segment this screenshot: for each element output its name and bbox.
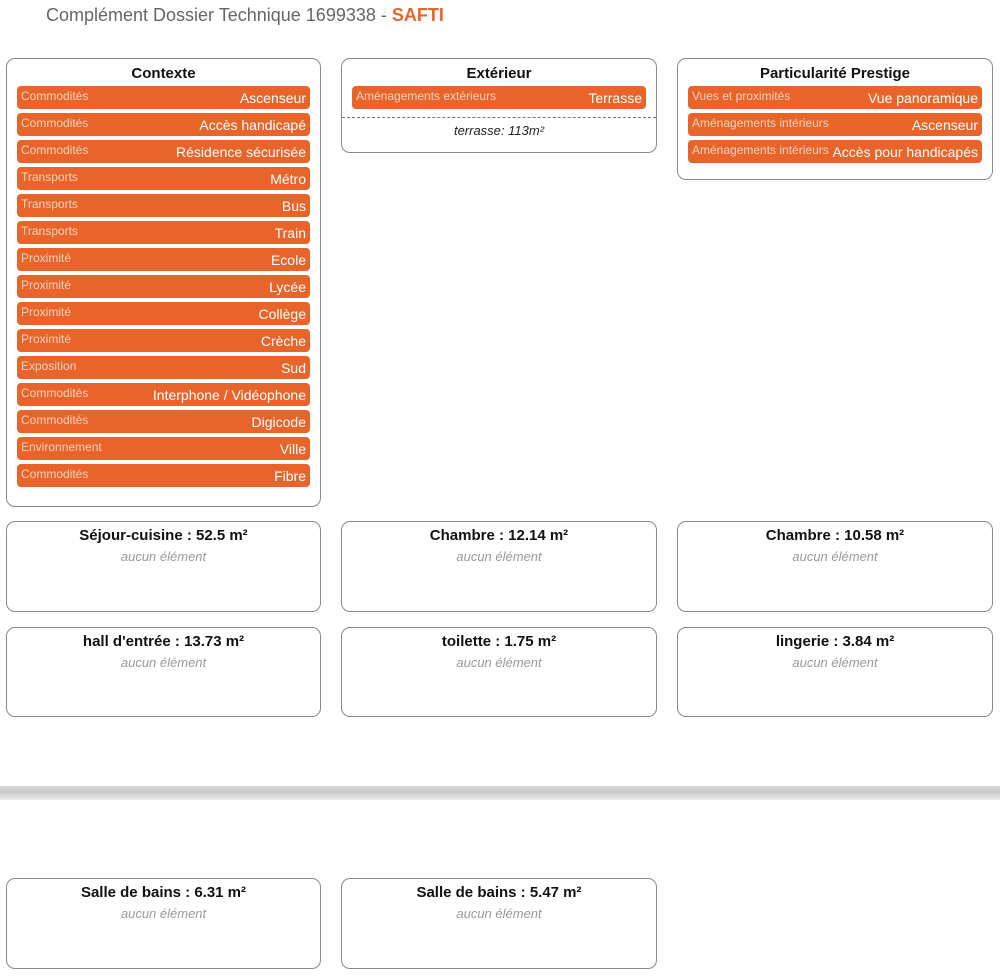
- room-empty-text: aucun élément: [456, 549, 542, 564]
- feature-value: Lycée: [269, 279, 306, 295]
- feature-tag: Aménagements extérieurs Terrasse: [352, 86, 646, 109]
- room-card: Chambre : 12.14 m² aucun élément: [341, 521, 657, 612]
- room-empty-text: aucun élément: [456, 906, 542, 921]
- feature-tag: Transports Bus: [17, 194, 310, 217]
- exterieur-list: Aménagements extérieurs Terrasse: [342, 86, 656, 109]
- room-title: lingerie : 3.84 m²: [775, 633, 895, 650]
- feature-tag: Proximité Ecole: [17, 248, 310, 271]
- feature-tag: Commodités Interphone / Vidéophone: [17, 383, 310, 406]
- feature-category: Commodités: [21, 89, 89, 103]
- feature-value: Terrasse: [588, 90, 642, 106]
- feature-value: Ville: [279, 441, 306, 457]
- feature-category: Transports: [21, 170, 78, 184]
- feature-category: Commodités: [21, 413, 89, 427]
- room-card: Salle de bains : 5.47 m² aucun élément: [341, 878, 657, 969]
- feature-category: Aménagements intérieurs: [692, 116, 829, 130]
- room-card: Salle de bains : 6.31 m² aucun élément: [6, 878, 321, 969]
- feature-value: Sud: [281, 360, 306, 376]
- brand-name: SAFTI: [391, 5, 444, 25]
- feature-tag: Vues et proximités Vue panoramique: [688, 86, 982, 109]
- contexte-title: Contexte: [131, 65, 196, 82]
- prestige-panel: Particularité Prestige Vues et proximité…: [677, 58, 993, 180]
- feature-category: Aménagements intérieurs: [692, 143, 829, 157]
- room-empty-text: aucun élément: [120, 655, 207, 670]
- feature-category: Vues et proximités: [692, 89, 791, 103]
- room-title: Salle de bains : 6.31 m²: [80, 884, 247, 901]
- feature-value: Interphone / Vidéophone: [152, 387, 306, 403]
- feature-tag: Proximité Lycée: [17, 275, 310, 298]
- feature-tag: Transports Train: [17, 221, 310, 244]
- room-title: Salle de bains : 5.47 m²: [416, 884, 582, 901]
- feature-value: Métro: [270, 171, 306, 187]
- feature-tag: Exposition Sud: [17, 356, 310, 379]
- room-title: Séjour-cuisine : 52.5 m²: [79, 527, 248, 544]
- exterieur-note: terrasse: 113m²: [453, 123, 545, 138]
- feature-value: Ascenseur: [239, 90, 306, 106]
- feature-tag: Commodités Fibre: [17, 464, 310, 487]
- feature-tag: Commodités Accès handicapé: [17, 113, 310, 136]
- exterieur-title: Extérieur: [466, 65, 532, 82]
- feature-tag: Proximité Crèche: [17, 329, 310, 352]
- room-card: Chambre : 10.58 m² aucun élément: [677, 521, 993, 612]
- feature-value: Train: [274, 225, 306, 241]
- feature-value: Accès handicapé: [199, 117, 306, 133]
- contexte-list: Commodités Ascenseur Commodités Accès handi…: [7, 86, 320, 487]
- room-title: hall d'entrée : 13.73 m²: [82, 633, 245, 650]
- page-header: Complément Dossier Technique 1699338 - S…: [46, 5, 444, 26]
- room-card: Séjour-cuisine : 52.5 m² aucun élément: [6, 521, 321, 612]
- feature-tag: Transports Métro: [17, 167, 310, 190]
- feature-category: Commodités: [21, 386, 89, 400]
- feature-value: Crèche: [260, 333, 306, 349]
- feature-value: Vue panoramique: [867, 90, 978, 106]
- feature-category: Proximité: [21, 251, 72, 265]
- feature-tag: Commodités Ascenseur: [17, 86, 310, 109]
- feature-tag: Aménagements intérieurs Ascenseur: [688, 113, 982, 136]
- feature-tag: Commodités Résidence sécurisée: [17, 140, 310, 163]
- feature-category: Commodités: [21, 467, 89, 481]
- room-empty-text: aucun élément: [792, 549, 878, 564]
- prestige-title: Particularité Prestige: [759, 65, 911, 82]
- contexte-panel: Contexte Commodités Ascenseur Commodités Ac…: [6, 58, 321, 507]
- feature-value: Digicode: [251, 414, 306, 430]
- room-title: toilette : 1.75 m²: [441, 633, 557, 650]
- room-title: Chambre : 10.58 m²: [765, 527, 905, 544]
- feature-category: Transports: [21, 197, 78, 211]
- room-card: hall d'entrée : 13.73 m² aucun élément: [6, 627, 321, 717]
- feature-tag: Commodités Digicode: [17, 410, 310, 433]
- header-title: Complément Dossier Technique 1699338 -: [46, 5, 392, 25]
- feature-value: Ecole: [270, 252, 306, 268]
- feature-value: Fibre: [274, 468, 306, 484]
- room-empty-text: aucun élément: [792, 655, 878, 670]
- room-empty-text: aucun élément: [120, 549, 207, 564]
- page-break-divider: [0, 786, 1000, 800]
- feature-value: Collège: [258, 306, 306, 322]
- feature-value: Accès pour handicapés: [832, 144, 978, 160]
- room-card: toilette : 1.75 m² aucun élément: [341, 627, 657, 717]
- feature-category: Commodités: [21, 116, 89, 130]
- room-title: Chambre : 12.14 m²: [429, 527, 569, 544]
- feature-category: Exposition: [21, 359, 77, 373]
- room-card: lingerie : 3.84 m² aucun élément: [677, 627, 993, 717]
- feature-category: Aménagements extérieurs: [356, 89, 497, 103]
- feature-value: Résidence sécurisée: [176, 144, 306, 160]
- prestige-list: Vues et proximités Vue panoramique Aménage…: [678, 86, 992, 163]
- feature-category: Proximité: [21, 305, 72, 319]
- room-empty-text: aucun élément: [120, 906, 207, 921]
- feature-value: Bus: [281, 198, 306, 214]
- feature-value: Ascenseur: [911, 117, 978, 133]
- exterieur-panel: Extérieur Aménagements extérieurs Terrass…: [341, 58, 657, 153]
- room-empty-text: aucun élément: [456, 655, 542, 670]
- feature-tag: Environnement Ville: [17, 437, 310, 460]
- feature-category: Transports: [21, 224, 78, 238]
- feature-category: Proximité: [21, 278, 72, 292]
- feature-tag: Proximité Collège: [17, 302, 310, 325]
- dashed-divider: [342, 117, 656, 118]
- feature-tag: Aménagements intérieurs Accès pour handic…: [688, 140, 982, 163]
- feature-category: Commodités: [21, 143, 89, 157]
- feature-category: Environnement: [21, 440, 102, 454]
- feature-category: Proximité: [21, 332, 72, 346]
